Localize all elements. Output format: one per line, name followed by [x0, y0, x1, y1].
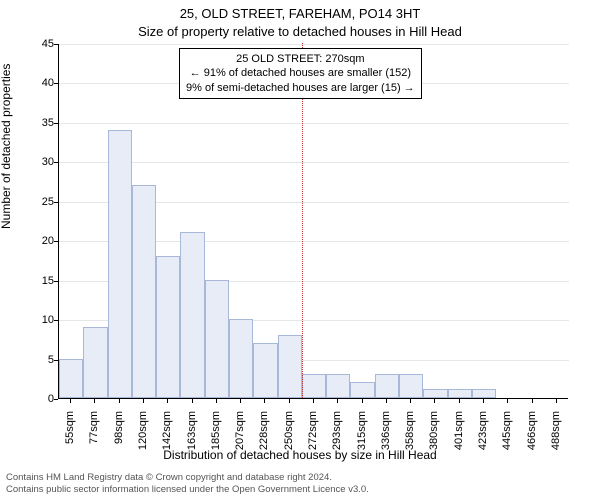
histogram-bar — [302, 374, 326, 398]
histogram-bar — [278, 335, 302, 398]
x-tick-label: 293sqm — [331, 411, 343, 461]
x-tick-label: 358sqm — [404, 411, 416, 461]
x-tick-label: 466sqm — [526, 411, 538, 461]
x-tick-label: 207sqm — [234, 411, 246, 461]
x-tick-label: 423sqm — [477, 411, 489, 461]
x-tick-label: 77sqm — [88, 411, 100, 461]
footer-line-1: Contains HM Land Registry data © Crown c… — [6, 472, 332, 483]
annot-line-1: 25 OLD STREET: 270sqm — [186, 52, 415, 66]
x-tick-label: 445sqm — [501, 411, 513, 461]
x-tick-label: 315sqm — [356, 411, 368, 461]
x-tick-label: 185sqm — [210, 411, 222, 461]
x-tick-label: 98sqm — [113, 411, 125, 461]
x-tick-label: 163sqm — [186, 411, 198, 461]
histogram-bar — [350, 382, 374, 398]
page-title-1: 25, OLD STREET, FAREHAM, PO14 3HT — [0, 6, 600, 21]
page-title-2: Size of property relative to detached ho… — [0, 24, 600, 39]
annotation-box: 25 OLD STREET: 270sqm← 91% of detached h… — [179, 48, 422, 99]
histogram-bar — [205, 280, 229, 398]
histogram-bar — [132, 185, 156, 398]
x-tick-label: 55sqm — [64, 411, 76, 461]
x-tick-label: 336sqm — [380, 411, 392, 461]
x-tick-label: 380sqm — [428, 411, 440, 461]
y-tick-label: 35 — [24, 117, 54, 129]
histogram-bar — [253, 343, 277, 398]
x-tick-label: 142sqm — [161, 411, 173, 461]
histogram-bar — [375, 374, 399, 398]
histogram-bar — [448, 389, 472, 398]
y-tick-label: 30 — [24, 156, 54, 168]
histogram-bar — [59, 359, 83, 398]
footer-line-2: Contains public sector information licen… — [6, 484, 369, 495]
histogram-bar — [108, 130, 132, 398]
histogram-bar — [472, 389, 496, 398]
y-tick-label: 15 — [24, 275, 54, 287]
annot-line-3: 9% of semi-detached houses are larger (1… — [186, 81, 415, 95]
y-tick-label: 40 — [24, 77, 54, 89]
chart-plot-area: 25 OLD STREET: 270sqm← 91% of detached h… — [58, 44, 568, 399]
histogram-bar — [83, 327, 107, 398]
y-tick-label: 10 — [24, 314, 54, 326]
annot-line-2: ← 91% of detached houses are smaller (15… — [186, 66, 415, 80]
y-tick-label: 5 — [24, 354, 54, 366]
histogram-bar — [180, 232, 204, 398]
x-tick-label: 272sqm — [307, 411, 319, 461]
y-tick-label: 20 — [24, 235, 54, 247]
y-tick-label: 45 — [24, 38, 54, 50]
x-tick-label: 401sqm — [453, 411, 465, 461]
histogram-bar — [326, 374, 350, 398]
x-tick-label: 120sqm — [137, 411, 149, 461]
histogram-bar — [229, 319, 253, 398]
y-tick-label: 0 — [24, 393, 54, 405]
footer-attribution: Contains HM Land Registry data © Crown c… — [6, 472, 594, 496]
x-tick-label: 488sqm — [550, 411, 562, 461]
y-tick-label: 25 — [24, 196, 54, 208]
x-tick-label: 250sqm — [283, 411, 295, 461]
histogram-bar — [399, 374, 423, 398]
x-tick-label: 228sqm — [258, 411, 270, 461]
histogram-bar — [156, 256, 180, 398]
histogram-bar — [423, 389, 447, 398]
y-axis-label: Number of detached properties — [0, 64, 13, 229]
